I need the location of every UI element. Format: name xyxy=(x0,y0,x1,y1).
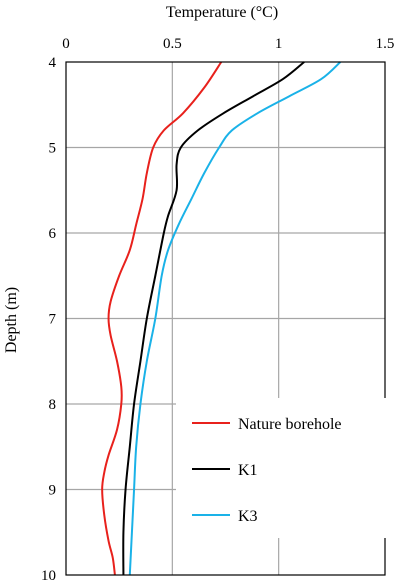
y-tick-labels: 4 5 6 7 8 9 10 xyxy=(41,55,57,582)
y-tick-label: 8 xyxy=(49,397,57,413)
y-tick-label: 9 xyxy=(49,483,57,499)
series-line-nature-borehole xyxy=(101,61,223,576)
x-tick-label: 0 xyxy=(62,36,70,52)
x-tick-label: 1.5 xyxy=(376,36,395,52)
legend-label-k1: K1 xyxy=(238,462,258,479)
legend-label-nature-borehole: Nature borehole xyxy=(238,416,342,433)
y-axis-title: Depth (m) xyxy=(3,287,20,353)
x-axis-title: Temperature (°C) xyxy=(166,4,278,21)
x-tick-labels: 0 0.5 1 1.5 xyxy=(62,36,394,52)
series-line-k3 xyxy=(128,61,342,576)
x-tick-label: 1 xyxy=(275,36,283,52)
x-tick-label: 0.5 xyxy=(163,36,182,52)
y-tick-label: 7 xyxy=(49,312,57,328)
series-line-k1 xyxy=(122,61,305,576)
y-tick-label: 4 xyxy=(49,55,57,71)
series-layer xyxy=(101,61,342,576)
y-tick-label: 6 xyxy=(49,226,57,242)
y-tick-label: 5 xyxy=(49,141,57,157)
legend-label-k3: K3 xyxy=(238,508,258,525)
plot-frame xyxy=(65,61,386,576)
y-tick-label: 10 xyxy=(41,568,56,582)
legend: Nature borehole K1 K3 xyxy=(176,398,386,538)
